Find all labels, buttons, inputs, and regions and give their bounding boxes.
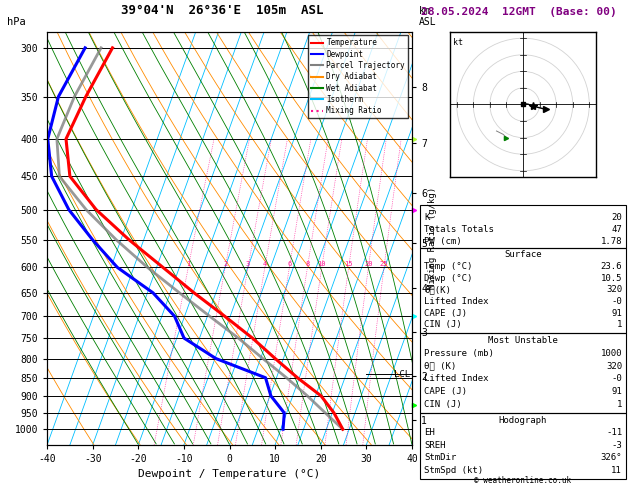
Text: 25: 25 [380,261,388,267]
Text: -11: -11 [606,428,622,437]
Text: 1: 1 [186,261,191,267]
Text: 6: 6 [287,261,291,267]
Text: 326°: 326° [601,453,622,462]
Text: 1: 1 [616,320,622,329]
Text: 91: 91 [611,309,622,318]
Text: 11: 11 [611,466,622,474]
Text: StmDir: StmDir [424,453,456,462]
Text: Hodograph: Hodograph [499,416,547,425]
Legend: Temperature, Dewpoint, Parcel Trajectory, Dry Adiabat, Wet Adiabat, Isotherm, Mi: Temperature, Dewpoint, Parcel Trajectory… [308,35,408,118]
Text: 320: 320 [606,362,622,370]
Text: kt: kt [454,38,464,47]
Text: CAPE (J): CAPE (J) [424,387,467,396]
Y-axis label: Mixing Ratio (g/kg): Mixing Ratio (g/kg) [428,187,437,289]
Text: 320: 320 [606,285,622,295]
Text: 39°04'N  26°36'E  105m  ASL: 39°04'N 26°36'E 105m ASL [121,4,323,17]
Text: K: K [424,213,430,222]
Text: -3: -3 [611,441,622,450]
Text: 3: 3 [246,261,250,267]
Text: Surface: Surface [504,250,542,260]
Text: km
ASL: km ASL [420,6,437,27]
Text: Lifted Index: Lifted Index [424,374,489,383]
Text: Totals Totals: Totals Totals [424,225,494,234]
Text: -0: -0 [611,297,622,306]
Text: CIN (J): CIN (J) [424,320,462,329]
Text: Temp (°C): Temp (°C) [424,262,472,271]
Text: CIN (J): CIN (J) [424,399,462,409]
Text: Lifted Index: Lifted Index [424,297,489,306]
Text: EH: EH [424,428,435,437]
Text: 10.5: 10.5 [601,274,622,283]
Text: 20: 20 [611,213,622,222]
Text: 1.78: 1.78 [601,237,622,246]
Text: 47: 47 [611,225,622,234]
Text: 15: 15 [345,261,353,267]
Text: θᴄ (K): θᴄ (K) [424,362,456,370]
Text: 1000: 1000 [601,349,622,358]
Text: PW (cm): PW (cm) [424,237,462,246]
Text: 28.05.2024  12GMT  (Base: 00): 28.05.2024 12GMT (Base: 00) [421,7,617,17]
Text: -0: -0 [611,374,622,383]
Text: 8: 8 [305,261,309,267]
Text: 10: 10 [318,261,326,267]
Text: θᴄ(K): θᴄ(K) [424,285,451,295]
Text: 23.6: 23.6 [601,262,622,271]
Text: 91: 91 [611,387,622,396]
Text: hPa: hPa [7,17,26,27]
Text: StmSpd (kt): StmSpd (kt) [424,466,483,474]
Text: SREH: SREH [424,441,445,450]
Text: © weatheronline.co.uk: © weatheronline.co.uk [474,475,572,485]
Text: 4: 4 [263,261,267,267]
X-axis label: Dewpoint / Temperature (°C): Dewpoint / Temperature (°C) [138,469,321,479]
Text: Dewp (°C): Dewp (°C) [424,274,472,283]
Text: 20: 20 [364,261,372,267]
Text: CAPE (J): CAPE (J) [424,309,467,318]
Text: Pressure (mb): Pressure (mb) [424,349,494,358]
Text: 1: 1 [616,399,622,409]
Text: 2: 2 [223,261,227,267]
Text: Most Unstable: Most Unstable [488,336,558,345]
Text: LCL: LCL [394,369,409,379]
